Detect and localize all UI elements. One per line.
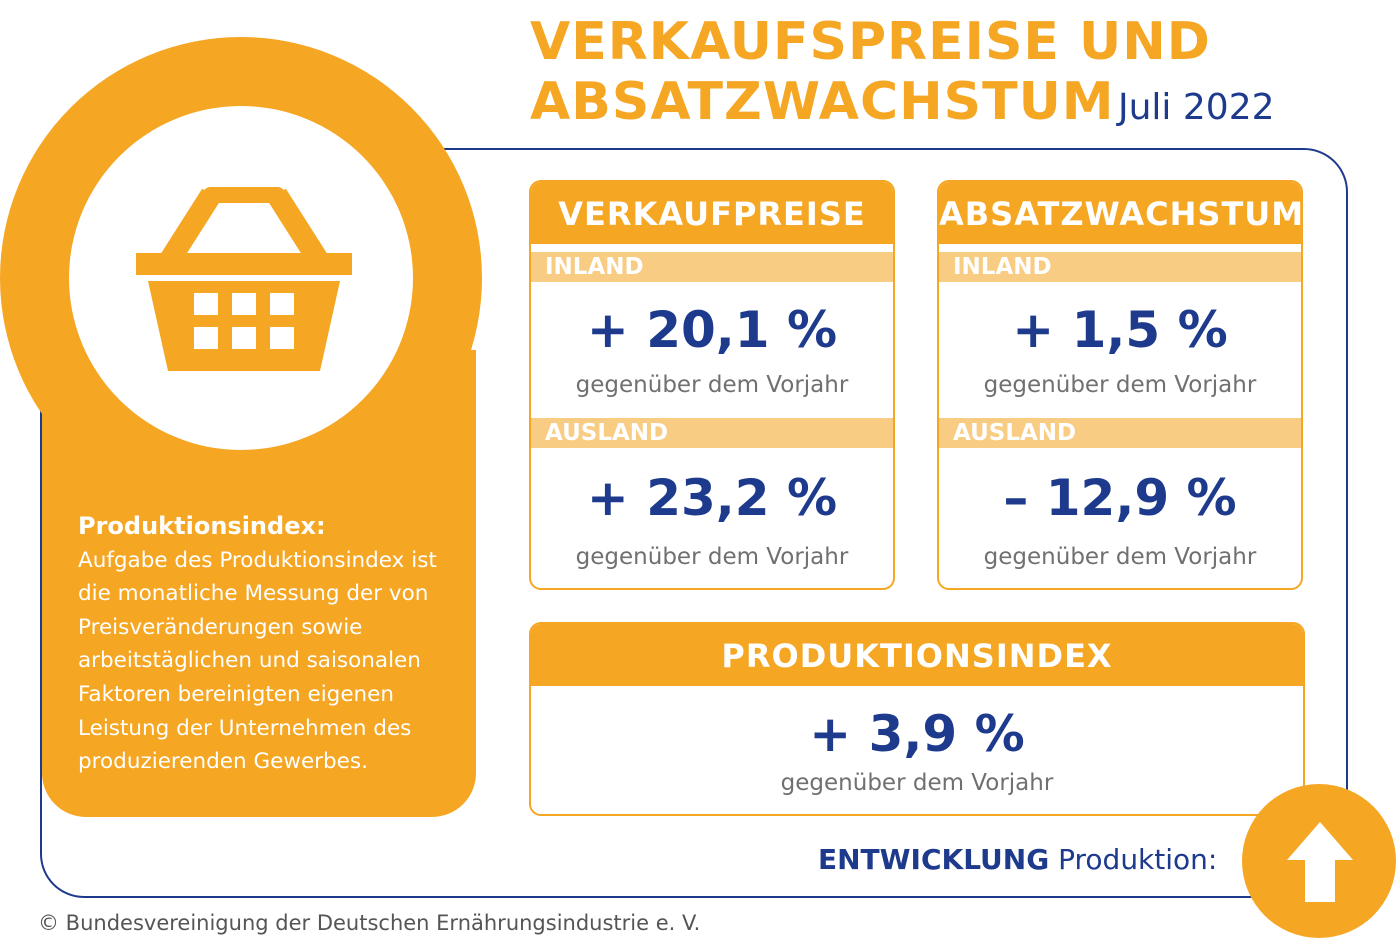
produktionsindex-card: PRODUKTIONSINDEX + 3,9 % gegenüber dem V… xyxy=(529,622,1305,816)
entwicklung-rest: Produktion: xyxy=(1049,843,1218,876)
inland-value: + 20,1 % xyxy=(586,301,838,359)
verkaufpreise-card: VERKAUFPREISE INLAND + 20,1 % gegenüber … xyxy=(529,180,895,590)
card-title: VERKAUFPREISE xyxy=(531,182,893,244)
entwicklung-bold: ENTWICKLUNG xyxy=(818,843,1050,876)
ausland-value: + 23,2 % xyxy=(586,469,838,527)
ausland-subtext: gegenüber dem Vorjahr xyxy=(983,544,1257,570)
title-line-1: VERKAUFSPREISE UND xyxy=(530,12,1211,72)
content-frame xyxy=(40,148,1348,898)
date-label: Juli 2022 xyxy=(1118,87,1275,128)
copyright: © Bundesvereinigung der Deutschen Ernähr… xyxy=(38,911,701,935)
shopping-basket-icon xyxy=(136,187,352,371)
arrow-up-icon xyxy=(1287,822,1353,902)
description-text: Aufgabe des Produktionsindex ist die mon… xyxy=(78,547,437,775)
title-line-2: ABSATZWACHSTUM xyxy=(530,72,1115,132)
entwicklung-label: ENTWICKLUNG Produktion: xyxy=(818,842,1217,878)
page-title: VERKAUFSPREISE UND ABSATZWACHSTUM xyxy=(530,12,1211,132)
absatzwachstum-card: ABSATZWACHSTUM INLAND + 1,5 % gegenüber … xyxy=(937,180,1303,590)
ausland-subtext: gegenüber dem Vorjahr xyxy=(575,544,849,570)
inland-value: + 1,5 % xyxy=(1012,301,1228,359)
icon-circle-inner xyxy=(69,106,413,450)
ausland-value: – 12,9 % xyxy=(1003,469,1237,527)
description: Produktionsindex: Aufgabe des Produktion… xyxy=(78,510,468,779)
inland-subtext: gegenüber dem Vorjahr xyxy=(575,372,849,398)
produktionsindex-value: + 3,9 % xyxy=(809,705,1025,763)
inland-label: INLAND xyxy=(939,252,1301,282)
inland-subtext: gegenüber dem Vorjahr xyxy=(983,372,1257,398)
produktionsindex-subtext: gegenüber dem Vorjahr xyxy=(780,770,1054,796)
ausland-label: AUSLAND xyxy=(531,418,893,448)
inland-label: INLAND xyxy=(531,252,893,282)
card-title: ABSATZWACHSTUM xyxy=(939,182,1301,244)
ausland-label: AUSLAND xyxy=(939,418,1301,448)
card-title: PRODUKTIONSINDEX xyxy=(531,624,1303,686)
description-heading: Produktionsindex: xyxy=(78,512,326,540)
